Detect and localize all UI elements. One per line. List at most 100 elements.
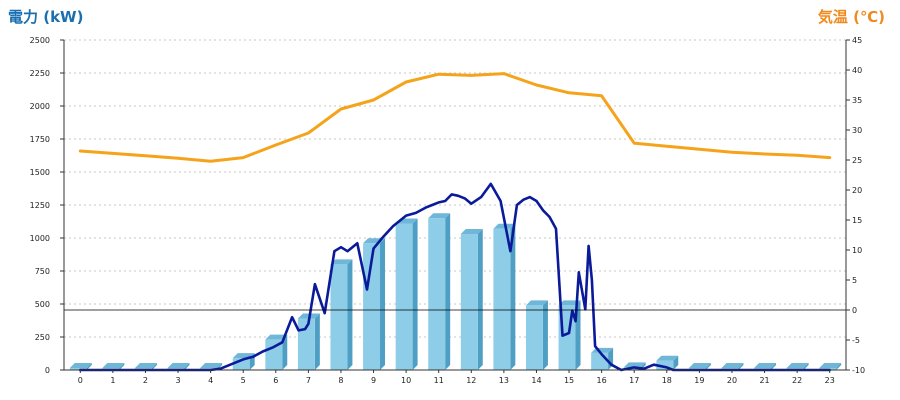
power-bar-face [428,218,446,370]
right-tick-label: 45 [852,36,862,45]
power-bar [460,229,483,370]
left-tick-label: 2250 [30,69,50,78]
power-bar-face [525,305,543,370]
power-bar-side [705,363,711,370]
power-bar-top [460,229,483,235]
power-bar-side [542,300,548,370]
power-bar [428,213,451,370]
power-line [79,182,832,372]
power-bar-top [200,363,223,369]
x-tick-label: 19 [694,376,704,385]
left-tick-label: 1500 [30,168,50,177]
power-bar-side [314,313,320,370]
power-bar-side [771,363,777,370]
left-tick-label: 2500 [30,36,50,45]
left-tick-label: 250 [35,333,50,342]
x-tick-label: 21 [759,376,769,385]
x-tick-label: 20 [727,376,737,385]
x-tick-label: 9 [371,376,376,385]
power-bar-face [265,339,283,370]
power-bar-top [525,300,548,306]
x-tick-label: 8 [338,376,343,385]
power-bar-side [412,218,418,370]
power-bar-side [184,363,190,370]
right-tick-label: 30 [852,126,862,135]
x-tick-label: 18 [662,376,672,385]
power-bar [265,334,288,370]
right-tick-label: 10 [852,246,862,255]
power-bar-side [151,363,157,370]
right-tick-label: 0 [852,306,857,315]
power-bar-side [673,355,679,370]
left-tick-label: 0 [45,366,50,375]
left-tick-label: 1750 [30,135,50,144]
power-bar-face [330,264,348,370]
right-axis-title: 気温 (℃) [818,8,885,26]
left-tick-label: 1000 [30,234,50,243]
power-bar-side [347,259,353,370]
left-tick-label: 750 [35,267,50,276]
power-bar [69,363,92,370]
right-tick-label: 5 [852,276,857,285]
power-bar-face [69,368,87,370]
power-bar-side [477,229,483,370]
x-tick-label: 6 [273,376,278,385]
power-bar-face [363,243,381,370]
x-tick-label: 12 [466,376,476,385]
x-tick-label: 10 [401,376,411,385]
right-tick-label: 15 [852,216,862,225]
power-bar-top [656,355,679,361]
power-bar-side [803,363,809,370]
temperature-line [78,72,832,163]
power-bar-side [445,213,451,370]
power-bar [363,238,386,370]
x-tick-label: 2 [143,376,148,385]
x-tick-label: 0 [78,376,83,385]
power-bar-face [297,318,315,370]
x-tick-label: 5 [241,376,246,385]
power-bar [330,259,353,370]
x-tick-label: 17 [629,376,639,385]
power-bar-top [134,363,157,369]
power-bar-top [330,259,353,265]
power-bar [591,347,614,370]
gridlines [64,39,846,338]
power-bar-top [428,213,451,219]
axes: 02505007501000125015001750200022502500-1… [30,36,865,385]
left-tick-label: 2000 [30,102,50,111]
power-bar-face [460,234,478,370]
right-tick-label: 20 [852,186,862,195]
power-bar-face [591,352,609,370]
x-tick-label: 23 [825,376,835,385]
power-bar-top [69,363,92,369]
x-tick-label: 11 [434,376,444,385]
power-bar-face [232,358,250,370]
power-bar-top [754,363,777,369]
x-tick-label: 3 [175,376,180,385]
power-bar-top [167,363,190,369]
power-bar-top [558,300,581,306]
x-tick-label: 4 [208,376,213,385]
power-bar-face [656,360,674,370]
power-bar-top [688,363,711,369]
power-bar-top [265,334,288,340]
power-bar-top [721,363,744,369]
power-bar [656,355,679,370]
power-bar-side [380,238,386,370]
power-bar [525,300,548,370]
power-bar-side [86,363,92,370]
series-lines [78,72,832,372]
left-tick-label: 500 [35,300,50,309]
power-bar-side [836,363,842,370]
right-tick-label: 25 [852,156,862,165]
power-bar-top [623,362,646,368]
left-axis-title: 電力 (kW) [8,8,83,26]
x-tick-label: 16 [597,376,607,385]
power-bar [297,313,320,370]
power-bar-face [493,228,511,370]
x-tick-label: 15 [564,376,574,385]
x-tick-label: 7 [306,376,311,385]
right-tick-label: 40 [852,66,862,75]
